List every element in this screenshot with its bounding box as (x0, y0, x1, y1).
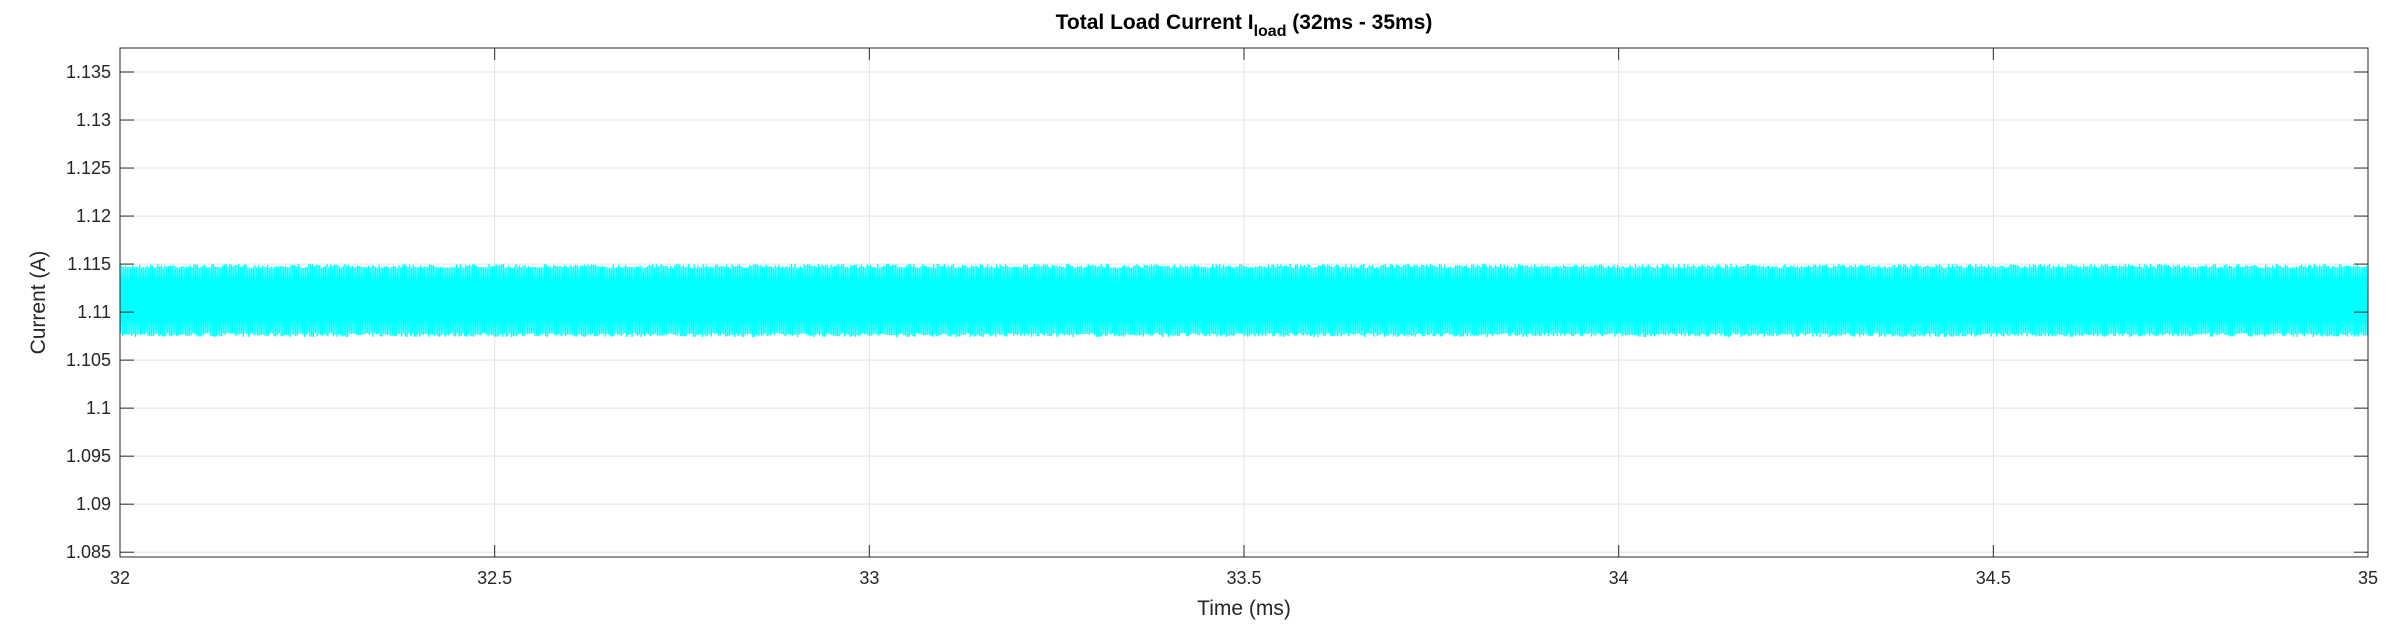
x-tick-label: 35 (2358, 568, 2378, 588)
x-tick-label: 34.5 (1976, 568, 2011, 588)
y-tick-label: 1.1 (86, 398, 111, 418)
y-tick-label: 1.13 (76, 110, 111, 130)
title-suffix: (32ms - 35ms) (1286, 11, 1432, 34)
series-line (119, 264, 2368, 338)
y-tick-label: 1.11 (77, 302, 111, 322)
axis-ticks: 32 32.5 33 33.5 34 34.5 35 1.085 1.09 1.095 1.1 1.1… (66, 48, 2378, 588)
y-tick-label: 1.125 (66, 158, 111, 178)
y-tick-label: 1.09 (76, 494, 111, 514)
y-tick-label: 1.135 (66, 62, 111, 82)
series-load-current (119, 264, 2368, 338)
x-axis-label: Time (ms) (1197, 597, 1291, 620)
x-tick-label: 33.5 (1226, 568, 1261, 588)
y-tick-label: 1.095 (66, 446, 111, 466)
chart-title: Total Load Current Iload (32ms - 35ms) (1056, 11, 1433, 40)
title-subscript: load (1254, 23, 1287, 40)
x-tick-label: 33 (859, 568, 879, 588)
title-prefix: Total Load Current I (1056, 11, 1254, 34)
y-tick-label: 1.085 (66, 542, 111, 562)
x-tick-label: 32 (110, 568, 130, 588)
y-tick-label: 1.105 (66, 350, 111, 370)
x-tick-label: 34 (1609, 568, 1629, 588)
x-tick-label: 32.5 (477, 568, 512, 588)
y-axis-label: Current (A) (27, 251, 50, 355)
y-tick-label: 1.115 (67, 254, 111, 274)
y-tick-label: 1.12 (76, 206, 111, 226)
